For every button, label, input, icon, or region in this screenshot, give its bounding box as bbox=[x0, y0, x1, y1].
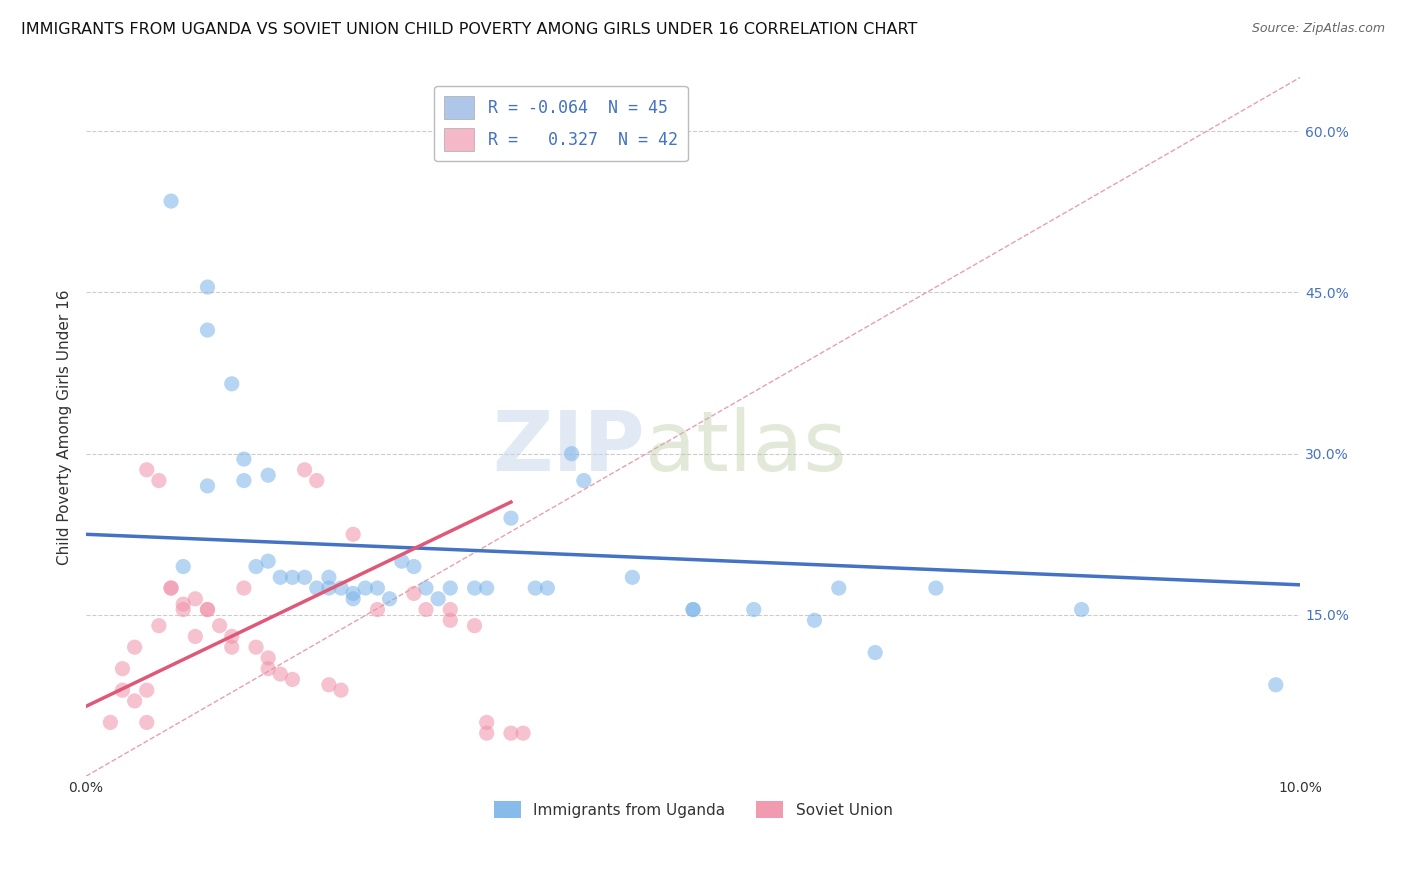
Point bbox=[1070, 602, 1092, 616]
Point bbox=[524, 581, 547, 595]
Point bbox=[197, 479, 219, 493]
Point bbox=[499, 511, 522, 525]
Point bbox=[342, 591, 364, 606]
Point bbox=[828, 581, 851, 595]
Point bbox=[124, 640, 146, 655]
Point bbox=[257, 468, 280, 483]
Point bbox=[172, 597, 194, 611]
Point bbox=[305, 474, 328, 488]
Point bbox=[135, 683, 157, 698]
Point bbox=[221, 629, 243, 643]
Point bbox=[257, 662, 280, 676]
Point bbox=[184, 629, 207, 643]
Point bbox=[682, 602, 704, 616]
Point bbox=[124, 694, 146, 708]
Point bbox=[536, 581, 558, 595]
Text: Source: ZipAtlas.com: Source: ZipAtlas.com bbox=[1251, 22, 1385, 36]
Point bbox=[160, 194, 183, 208]
Point bbox=[135, 463, 157, 477]
Text: ZIP: ZIP bbox=[492, 408, 644, 488]
Point bbox=[439, 613, 461, 627]
Point bbox=[148, 618, 170, 632]
Point bbox=[925, 581, 948, 595]
Point bbox=[354, 581, 377, 595]
Point bbox=[427, 591, 450, 606]
Point bbox=[111, 662, 134, 676]
Point bbox=[281, 673, 304, 687]
Point bbox=[135, 715, 157, 730]
Text: IMMIGRANTS FROM UGANDA VS SOVIET UNION CHILD POVERTY AMONG GIRLS UNDER 16 CORREL: IMMIGRANTS FROM UGANDA VS SOVIET UNION C… bbox=[21, 22, 918, 37]
Point bbox=[98, 715, 121, 730]
Point bbox=[1264, 678, 1286, 692]
Point bbox=[172, 559, 194, 574]
Legend: Immigrants from Uganda, Soviet Union: Immigrants from Uganda, Soviet Union bbox=[488, 795, 898, 824]
Y-axis label: Child Poverty Among Girls Under 16: Child Poverty Among Girls Under 16 bbox=[58, 289, 72, 565]
Point bbox=[257, 554, 280, 568]
Point bbox=[378, 591, 401, 606]
Point bbox=[742, 602, 765, 616]
Point bbox=[475, 726, 498, 740]
Point bbox=[197, 280, 219, 294]
Point bbox=[863, 646, 886, 660]
Point bbox=[197, 602, 219, 616]
Point bbox=[160, 581, 183, 595]
Point bbox=[232, 581, 254, 595]
Point bbox=[148, 474, 170, 488]
Point bbox=[572, 474, 595, 488]
Point bbox=[391, 554, 413, 568]
Point bbox=[269, 570, 291, 584]
Point bbox=[475, 581, 498, 595]
Point bbox=[172, 602, 194, 616]
Point bbox=[160, 581, 183, 595]
Text: atlas: atlas bbox=[644, 408, 846, 488]
Point bbox=[197, 602, 219, 616]
Point bbox=[330, 581, 353, 595]
Point bbox=[803, 613, 825, 627]
Point bbox=[245, 559, 267, 574]
Point bbox=[294, 463, 316, 477]
Point bbox=[342, 527, 364, 541]
Point bbox=[475, 715, 498, 730]
Point bbox=[330, 683, 353, 698]
Point bbox=[366, 581, 388, 595]
Point bbox=[232, 452, 254, 467]
Point bbox=[245, 640, 267, 655]
Point bbox=[269, 667, 291, 681]
Point bbox=[415, 602, 437, 616]
Point bbox=[499, 726, 522, 740]
Point bbox=[682, 602, 704, 616]
Point bbox=[208, 618, 231, 632]
Point bbox=[184, 591, 207, 606]
Point bbox=[281, 570, 304, 584]
Point bbox=[621, 570, 644, 584]
Point bbox=[232, 474, 254, 488]
Point bbox=[257, 651, 280, 665]
Point bbox=[439, 581, 461, 595]
Point bbox=[366, 602, 388, 616]
Point bbox=[197, 323, 219, 337]
Point bbox=[318, 581, 340, 595]
Point bbox=[221, 376, 243, 391]
Point bbox=[512, 726, 534, 740]
Point bbox=[439, 602, 461, 616]
Point bbox=[402, 559, 425, 574]
Point bbox=[305, 581, 328, 595]
Point bbox=[402, 586, 425, 600]
Point bbox=[111, 683, 134, 698]
Point bbox=[561, 447, 583, 461]
Point bbox=[221, 640, 243, 655]
Point bbox=[464, 581, 486, 595]
Point bbox=[464, 618, 486, 632]
Point bbox=[318, 678, 340, 692]
Point bbox=[415, 581, 437, 595]
Point bbox=[294, 570, 316, 584]
Point bbox=[342, 586, 364, 600]
Point bbox=[318, 570, 340, 584]
